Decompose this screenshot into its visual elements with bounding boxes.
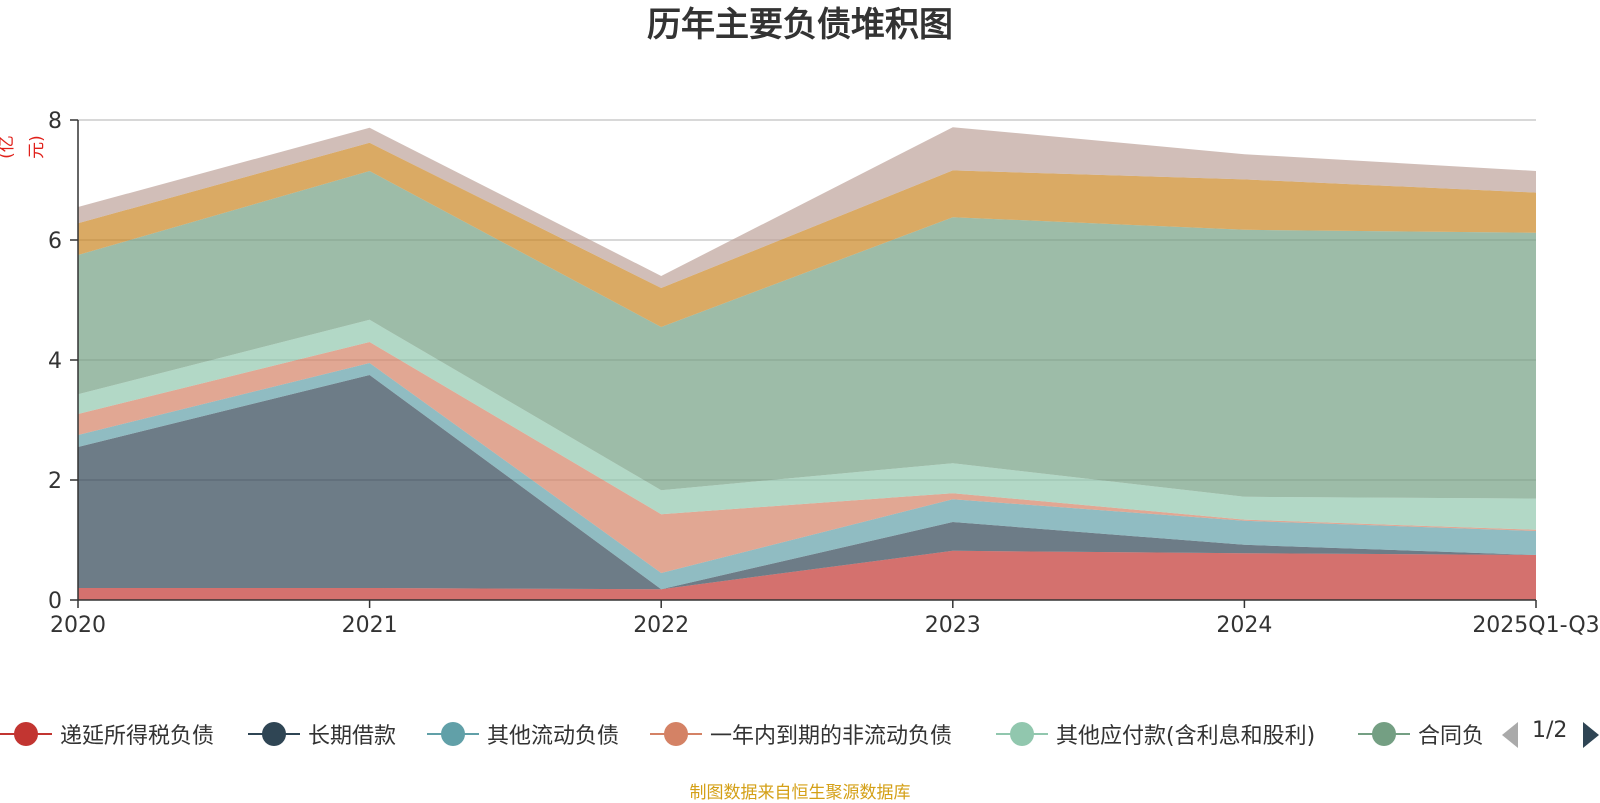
- x-tick-label: 2024: [1216, 613, 1272, 638]
- legend-item-3[interactable]: 一年内到期的非流动负债: [650, 716, 952, 752]
- area-series-4[interactable]: [78, 319, 1536, 530]
- legend-marker-icon: [996, 716, 1048, 752]
- legend-label: 其他应付款(含利息和股利): [1056, 724, 1316, 749]
- legend-marker-icon: [0, 716, 52, 752]
- legend-item-4[interactable]: 其他应付款(含利息和股利): [996, 716, 1315, 752]
- legend-label: 一年内到期的非流动负债: [710, 724, 953, 749]
- legend-marker-icon: [650, 716, 702, 752]
- area-series-6[interactable]: [78, 142, 1536, 327]
- legend-item-2[interactable]: 其他流动负债: [427, 716, 619, 752]
- y-tick-label: 2: [48, 469, 62, 494]
- legend-marker-icon: [1358, 716, 1410, 752]
- area-series-7[interactable]: [78, 127, 1536, 288]
- legend: 递延所得税负债 长期借款 其他流动负债 一年内到期的非流动负债 其他应付款(含利息和股利…: [0, 716, 1482, 752]
- chart-title: 历年主要负债堆积图: [647, 5, 953, 45]
- area-series-1[interactable]: [78, 375, 1536, 590]
- x-tick-label: 2021: [342, 613, 398, 638]
- legend-next-page-icon[interactable]: [1583, 722, 1599, 748]
- legend-marker-icon: [427, 716, 479, 752]
- x-tick-label: 2025Q1-Q3: [1472, 613, 1599, 638]
- axes: 0 2 4 6 8 2020 2021 2022 2023 2024 2025Q1-Q3: [48, 109, 1600, 638]
- chart-canvas: 0 2 4 6 8 2020 2021 2022 2023 2024 2025Q1-Q3: [48, 109, 1600, 638]
- y-tick-label: 0: [48, 589, 62, 614]
- legend-item-0[interactable]: 递延所得税负债: [0, 716, 214, 752]
- y-tick-label: 6: [48, 229, 62, 254]
- legend-prev-page-icon[interactable]: [1502, 722, 1518, 748]
- y-tick-label: 8: [48, 109, 62, 134]
- area-series-5[interactable]: [78, 171, 1536, 499]
- area-series-3[interactable]: [78, 342, 1536, 573]
- legend-marker-icon: [248, 716, 300, 752]
- source-note: 制图数据来自恒生聚源数据库: [689, 783, 911, 803]
- area-series-0[interactable]: [78, 550, 1536, 600]
- legend-page-indicator: 1/2: [1532, 718, 1568, 743]
- legend-label: 递延所得税负债: [60, 724, 215, 749]
- legend-item-1[interactable]: 长期借款: [248, 716, 396, 752]
- stacked-areas: [78, 127, 1536, 600]
- legend-label: 其他流动负债: [487, 724, 620, 749]
- x-tick-label: 2020: [50, 613, 106, 638]
- legend-label: 长期借款: [308, 724, 397, 749]
- x-tick-label: 2022: [633, 613, 689, 638]
- legend-label: 合同负债: [1418, 724, 1482, 749]
- x-tick-label: 2023: [925, 613, 981, 638]
- legend-item-5[interactable]: 合同负债: [1358, 716, 1482, 752]
- area-series-2[interactable]: [78, 363, 1536, 590]
- y-tick-label: 4: [48, 349, 62, 374]
